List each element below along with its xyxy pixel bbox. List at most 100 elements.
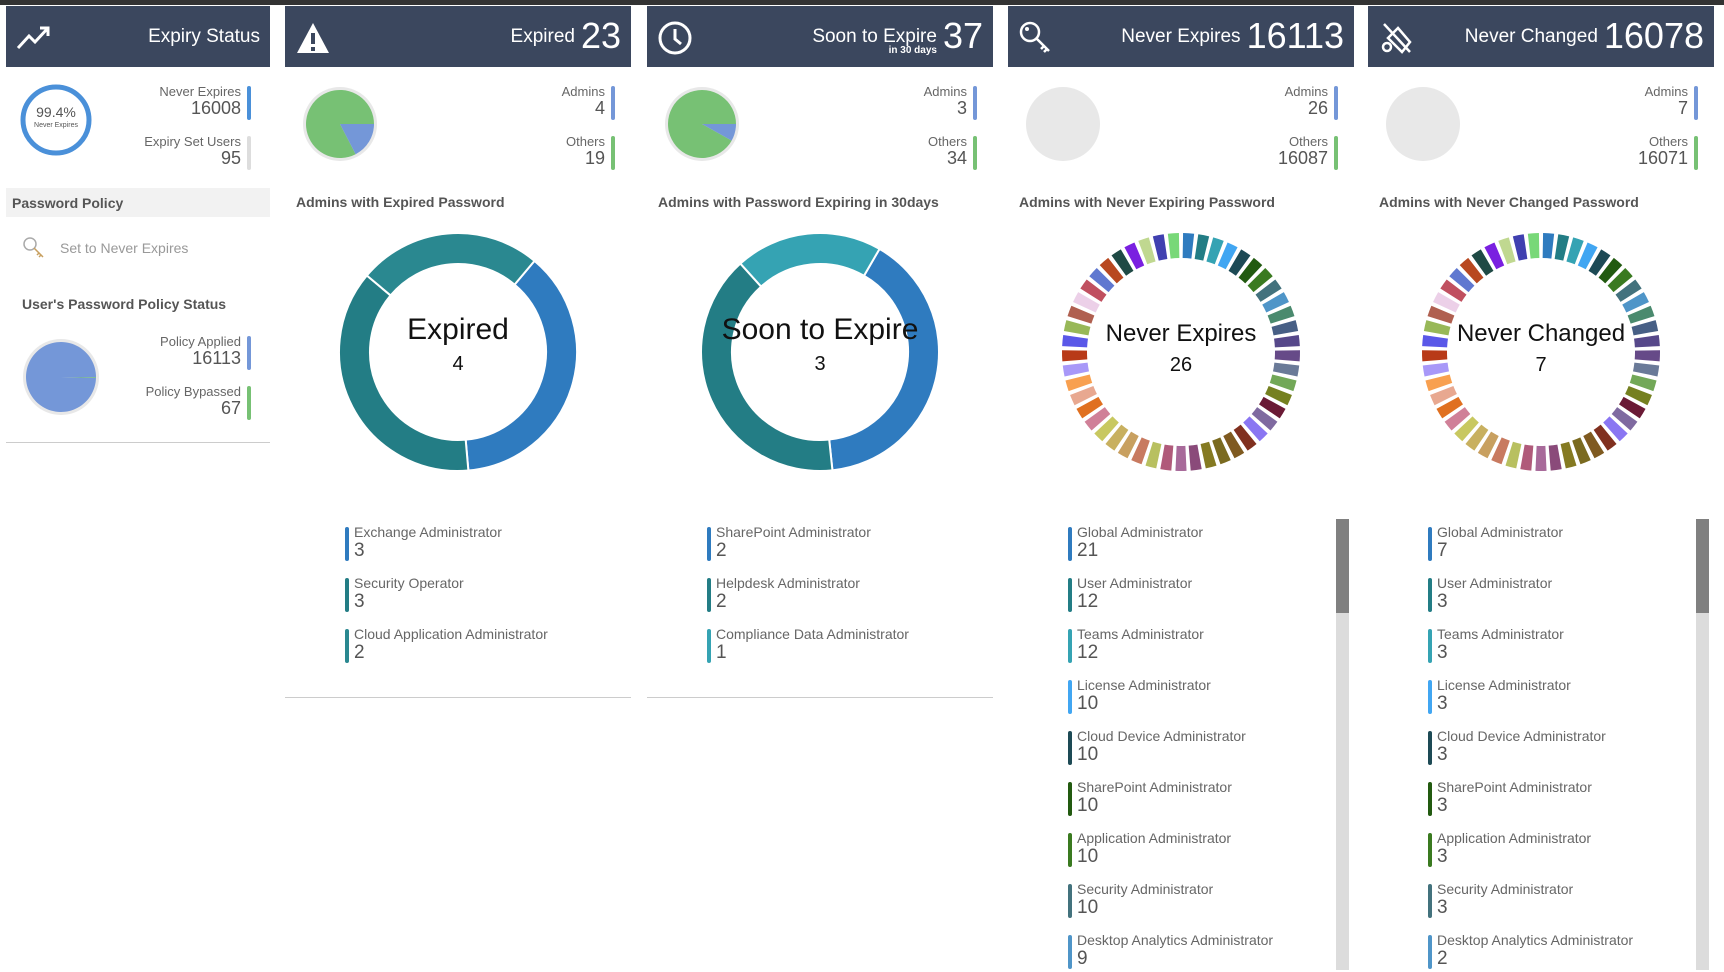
legend-item[interactable]: Teams Administrator 3 — [1428, 626, 1564, 666]
scrollbar-thumb[interactable] — [1696, 519, 1709, 613]
donut-segment — [1631, 320, 1659, 336]
legend-name: Global Administrator — [1437, 524, 1564, 540]
legend-item[interactable]: Teams Administrator 12 — [1068, 626, 1204, 666]
legend-color-bar — [707, 578, 711, 612]
donut-segment — [1182, 233, 1195, 259]
donut-segment — [1062, 335, 1088, 348]
legend-item[interactable]: Helpdesk Administrator 2 — [707, 575, 860, 615]
donut-segment — [1566, 237, 1584, 265]
donut-segment — [1089, 267, 1115, 293]
donut-segment — [1471, 249, 1494, 276]
password-policy-heading: Password Policy — [6, 188, 270, 217]
legend-item[interactable]: Desktop Analytics Administrator 2 — [1428, 932, 1633, 972]
donut-segment — [1271, 320, 1299, 336]
card-header-3: Never Changed 16078 — [1368, 6, 1714, 67]
donut-segment — [365, 232, 536, 297]
legend-color-bar — [1428, 680, 1432, 714]
legend-count: 10 — [1077, 744, 1099, 765]
legend-name: Security Administrator — [1077, 881, 1214, 897]
card-title: Never Changed — [1464, 26, 1598, 47]
donut-segment — [1217, 242, 1238, 270]
section-title: Admins with Expired Password — [296, 194, 505, 210]
donut-segment — [1583, 431, 1605, 459]
legend-color-bar — [1068, 680, 1072, 714]
legend-color-bar — [1068, 782, 1072, 816]
donut-segment — [1255, 279, 1282, 302]
legend-item[interactable]: User Administrator 12 — [1068, 575, 1192, 615]
legend-item[interactable]: User Administrator 3 — [1428, 575, 1552, 615]
legend-count: 2 — [716, 540, 727, 561]
legend-item[interactable]: Cloud Application Administrator 2 — [345, 626, 548, 666]
stat-policy-bypassed: Policy Bypassed 67 — [146, 384, 251, 420]
legend-color-bar — [1428, 731, 1432, 765]
donut-segment — [1062, 362, 1090, 377]
legend-name: User Administrator — [1437, 575, 1553, 591]
legend-item[interactable]: Exchange Administrator 3 — [345, 524, 502, 564]
donut-segment — [1632, 362, 1660, 377]
legend-item[interactable]: Security Operator 3 — [345, 575, 464, 615]
legend-item[interactable]: Security Administrator 10 — [1068, 881, 1213, 921]
stat-admins: Admins 3 — [924, 84, 977, 120]
donut-segment — [1577, 242, 1598, 270]
set-never-expires-button[interactable]: Set to Never Expires — [22, 236, 188, 260]
scrollbar-thumb[interactable] — [1336, 519, 1349, 613]
donut-segment — [1425, 374, 1453, 392]
legend-name: Application Administrator — [1437, 830, 1592, 846]
header-title: Expiry Status — [148, 26, 260, 47]
donut-segment — [1611, 407, 1638, 431]
donut-segment — [1272, 362, 1300, 377]
admins-others-pie — [665, 87, 739, 161]
legend-item[interactable]: Compliance Data Administrator 1 — [707, 626, 909, 666]
legend-scrollbar[interactable] — [1696, 519, 1709, 970]
legend-item[interactable]: License Administrator 10 — [1068, 677, 1211, 717]
donut-center-label: Soon to Expire — [721, 313, 919, 346]
donut-segment — [1465, 424, 1489, 451]
legend-item[interactable]: Cloud Device Administrator 10 — [1068, 728, 1246, 768]
legend-name: SharePoint Administrator — [716, 524, 871, 540]
stat-never-expires: Never Expires 16008 — [159, 84, 251, 120]
legend-item[interactable]: Security Administrator 3 — [1428, 881, 1573, 921]
legend-item[interactable]: Cloud Device Administrator 3 — [1428, 728, 1606, 768]
donut-segment — [1444, 407, 1471, 431]
legend-count: 2 — [1437, 948, 1448, 969]
legend-item[interactable]: Application Administrator 10 — [1068, 830, 1231, 870]
legend-scrollbar[interactable] — [1336, 519, 1349, 970]
legend-name: Cloud Application Administrator — [354, 626, 548, 642]
legend-item[interactable]: Application Administrator 3 — [1428, 830, 1591, 870]
legend-name: Desktop Analytics Administrator — [1077, 932, 1274, 948]
donut-segment — [1427, 305, 1455, 324]
donut-center-label: Never Expires — [1105, 320, 1257, 347]
donut-segment — [1188, 444, 1202, 471]
stat-admins: Admins 7 — [1645, 84, 1698, 120]
legend-count: 10 — [1077, 846, 1099, 867]
legend-count: 10 — [1077, 693, 1099, 714]
legend-count: 3 — [1437, 591, 1448, 612]
legend-name: Teams Administrator — [1437, 626, 1564, 642]
legend-item[interactable]: Global Administrator 21 — [1068, 524, 1203, 564]
card-title: Soon to Expire — [812, 26, 937, 47]
donut-segment — [1065, 374, 1093, 392]
legend-count: 21 — [1077, 540, 1099, 561]
legend-item[interactable]: Desktop Analytics Administrator 9 — [1068, 932, 1273, 972]
legend-item[interactable]: SharePoint Administrator 3 — [1428, 779, 1592, 819]
legend-item[interactable]: Global Administrator 7 — [1428, 524, 1563, 564]
key-icon — [23, 237, 44, 258]
legend-count: 7 — [1437, 540, 1448, 561]
donut-segment — [1505, 441, 1522, 469]
legend-count: 12 — [1077, 591, 1099, 612]
legend-item[interactable]: SharePoint Administrator 10 — [1068, 779, 1232, 819]
donut-segment — [1560, 441, 1577, 469]
legend-item[interactable]: License Administrator 3 — [1428, 677, 1571, 717]
legend-color-bar — [1428, 629, 1432, 663]
legend-count: 3 — [1437, 693, 1448, 714]
donut-segment — [1099, 257, 1124, 284]
legend-count: 3 — [1437, 897, 1448, 918]
legend-name: Cloud Device Administrator — [1437, 728, 1606, 744]
legend-name: License Administrator — [1077, 677, 1211, 693]
card-title: Never Expires — [1121, 26, 1241, 47]
legend-item[interactable]: SharePoint Administrator 2 — [707, 524, 871, 564]
donut-segment — [1094, 416, 1119, 442]
legend-name: Teams Administrator — [1077, 626, 1204, 642]
donut-segment — [1167, 233, 1180, 259]
donut-segment — [1422, 350, 1448, 362]
